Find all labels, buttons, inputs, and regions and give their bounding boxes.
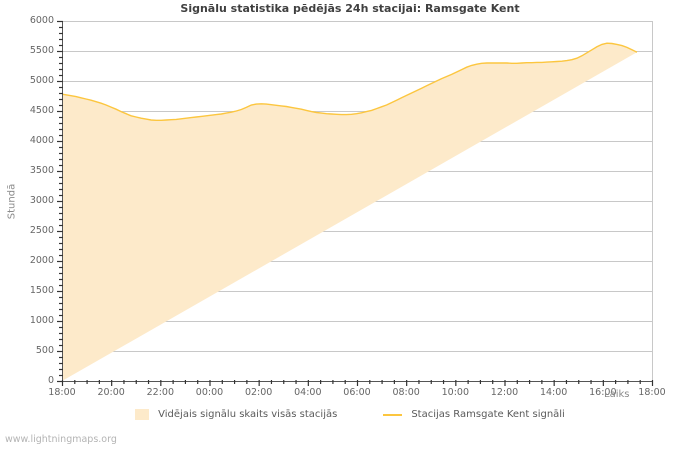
x-tick-label: 10:00 — [441, 387, 470, 398]
y-tick-label: 6000 — [29, 15, 54, 26]
watermark-text: www.lightningmaps.org — [5, 434, 117, 445]
chart-title: Signālu statistika pēdējās 24h stacijai:… — [180, 2, 520, 15]
y-tick-label: 1000 — [29, 315, 54, 326]
x-tick-label: 22:00 — [146, 387, 175, 398]
legend-item-station[interactable]: Stacijas Ramsgate Kent signāli — [383, 409, 565, 420]
chart-legend: Vidējais signālu skaits visās stacijās S… — [0, 409, 700, 420]
axis-ticks — [57, 20, 654, 386]
legend-line-swatch-icon — [383, 413, 403, 416]
x-tick-label: 16:00 — [589, 387, 617, 398]
x-tick-label: 18:00 — [638, 387, 666, 398]
x-tick-label: 00:00 — [195, 387, 224, 398]
y-tick-label: 2500 — [29, 225, 54, 236]
x-tick-label: 18:00 — [48, 387, 76, 398]
x-tick-label: 20:00 — [97, 387, 125, 398]
y-tick-label: 1500 — [29, 285, 54, 296]
y-tick-label: 2000 — [29, 255, 54, 266]
legend-area-swatch-icon — [135, 409, 150, 420]
x-tick-label: 08:00 — [392, 387, 420, 398]
line-series-station-signals — [61, 42, 638, 121]
y-tick-label: 4500 — [29, 105, 54, 116]
y-axis-title: Stundā — [6, 183, 18, 220]
y-tick-label: 500 — [35, 345, 54, 356]
y-tick-label: 5500 — [29, 45, 54, 56]
x-tick-label: 02:00 — [244, 387, 273, 398]
legend-item-average[interactable]: Vidējais signālu skaits visās stacijās — [135, 409, 337, 420]
x-tick-label: 12:00 — [490, 387, 519, 398]
y-tick-label: 4000 — [29, 135, 54, 146]
x-tick-label: 04:00 — [294, 387, 322, 398]
legend-label-station: Stacijas Ramsgate Kent signāli — [411, 409, 565, 420]
y-tick-label: 0 — [47, 375, 54, 386]
x-axis-title: Laiks — [604, 389, 630, 400]
y-tick-label: 3000 — [29, 195, 54, 206]
y-tick-label: 5000 — [29, 75, 54, 86]
x-tick-label: 06:00 — [343, 387, 371, 398]
area-series-average-signals — [62, 43, 637, 381]
y-tick-label: 3500 — [29, 165, 54, 176]
x-tick-label: 14:00 — [539, 387, 568, 398]
legend-label-average: Vidējais signālu skaits visās stacijās — [158, 409, 338, 420]
